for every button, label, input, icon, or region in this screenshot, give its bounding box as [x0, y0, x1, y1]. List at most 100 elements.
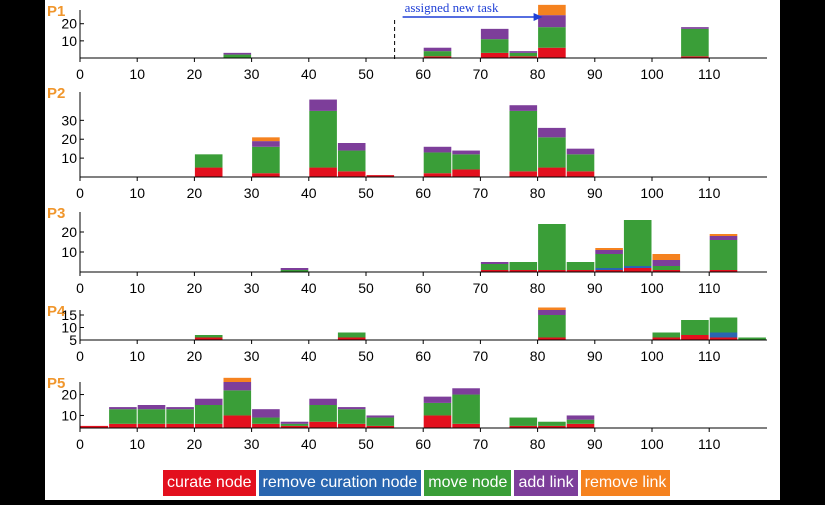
x-tick-label: 90	[587, 348, 603, 364]
bar-segment-curate	[681, 56, 709, 58]
bar-segment-curate	[80, 425, 109, 428]
legend-item-move: move node	[424, 470, 512, 496]
bar-segment-move	[681, 28, 709, 57]
x-tick-label: 10	[129, 185, 145, 201]
bar-bin-110	[709, 317, 738, 340]
bar-bin-40	[309, 398, 337, 428]
x-tick-label: 50	[358, 185, 374, 201]
x-tick-label: 30	[244, 348, 260, 364]
x-tick-label: 110	[698, 280, 721, 296]
bar-bin-85	[566, 148, 595, 177]
bar-segment-add	[452, 150, 480, 155]
bar-bin-0	[80, 425, 109, 428]
bar-segment-curate	[480, 270, 509, 272]
bar-segment-curate	[423, 415, 452, 428]
bar-segment-move	[738, 337, 766, 340]
bar-segment-move	[452, 394, 480, 424]
x-tick-label: 60	[415, 348, 431, 364]
bar-segment-curate	[423, 56, 452, 58]
x-tick-label: 100	[640, 66, 664, 82]
bar-bin-100	[652, 332, 681, 340]
y-tick-label: 10	[61, 33, 77, 49]
bar-segment-add	[652, 260, 681, 266]
bar-segment-curate	[309, 167, 337, 177]
bar-segment-curate	[538, 167, 566, 177]
bar-segment-move	[109, 409, 137, 424]
x-tick-label: 40	[301, 348, 317, 364]
bar-segment-curate	[337, 423, 366, 428]
bar-segment-remove-link	[595, 248, 623, 250]
x-tick-label: 0	[76, 436, 84, 452]
bar-segment-move	[509, 52, 538, 57]
x-tick-label: 90	[587, 280, 603, 296]
bar-segment-remove-curation	[623, 266, 652, 268]
bar-segment-add	[423, 146, 452, 153]
x-tick-label: 60	[415, 66, 431, 82]
x-tick-label: 0	[76, 66, 84, 82]
bar-segment-move	[280, 423, 309, 426]
x-tick-label: 100	[640, 280, 664, 296]
y-tick-label: 15	[61, 307, 77, 323]
x-tick-label: 90	[587, 436, 603, 452]
bar-segment-curate	[337, 337, 366, 340]
x-tick-label: 40	[301, 436, 317, 452]
x-tick-label: 70	[473, 66, 489, 82]
x-tick-label: 110	[698, 185, 721, 201]
bar-segment-curate	[194, 167, 223, 177]
bar-segment-curate	[166, 423, 194, 428]
bar-bin-75	[509, 417, 538, 428]
bar-segment-curate	[652, 270, 681, 272]
bar-bin-95	[623, 220, 652, 272]
bar-bin-25	[223, 377, 252, 428]
bar-segment-move	[681, 320, 709, 335]
x-tick-label: 110	[698, 436, 721, 452]
bar-segment-add	[538, 310, 566, 315]
bar-bin-80	[538, 224, 566, 272]
x-tick-label: 100	[640, 436, 664, 452]
bar-bin-75	[509, 105, 538, 177]
bar-bin-35	[280, 421, 309, 428]
bar-segment-move	[366, 417, 395, 426]
bar-bin-45	[337, 332, 366, 340]
bar-bin-80	[538, 307, 566, 340]
bar-segment-add	[194, 398, 223, 405]
bar-bin-20	[194, 398, 223, 428]
bar-segment-move	[538, 27, 566, 48]
bar-segment-curate	[538, 270, 566, 272]
bar-segment-curate	[566, 270, 595, 272]
x-tick-label: 80	[530, 66, 546, 82]
bar-bin-75	[509, 262, 538, 272]
bar-segment-move	[309, 405, 337, 422]
bar-segment-curate	[652, 337, 681, 340]
bar-bin-30	[252, 409, 280, 428]
x-tick-label: 30	[244, 436, 260, 452]
x-tick-label: 100	[640, 185, 664, 201]
bar-segment-add	[309, 398, 337, 405]
panel-p3: P3 10 20 0 10 20 30 40 50 60 70 80 90 100 110	[47, 205, 767, 296]
bar-segment-remove-link	[223, 377, 252, 382]
bar-segment-curate	[423, 173, 452, 177]
bar-segment-move	[337, 409, 366, 424]
bar-segment-add	[280, 268, 309, 270]
x-tick-label: 50	[358, 348, 374, 364]
bar-segment-move	[452, 154, 480, 170]
x-tick-label: 70	[473, 348, 489, 364]
x-tick-label: 10	[129, 66, 145, 82]
x-tick-label: 30	[244, 66, 260, 82]
bar-segment-add	[137, 405, 166, 410]
legend-item-add: add link	[514, 470, 578, 496]
bar-bin-40	[309, 99, 337, 177]
bar-segment-curate	[223, 415, 252, 428]
annotation-arrowhead	[533, 13, 543, 21]
bar-segment-curate	[252, 173, 280, 177]
y-tick-label: 20	[61, 224, 77, 240]
bar-segment-curate	[109, 423, 137, 428]
bar-segment-add	[423, 396, 452, 403]
bar-segment-move	[194, 335, 223, 338]
x-tick-label: 110	[698, 348, 721, 364]
bar-segment-curate	[509, 270, 538, 272]
x-tick-label: 40	[301, 66, 317, 82]
bar-bin-65	[452, 150, 480, 177]
